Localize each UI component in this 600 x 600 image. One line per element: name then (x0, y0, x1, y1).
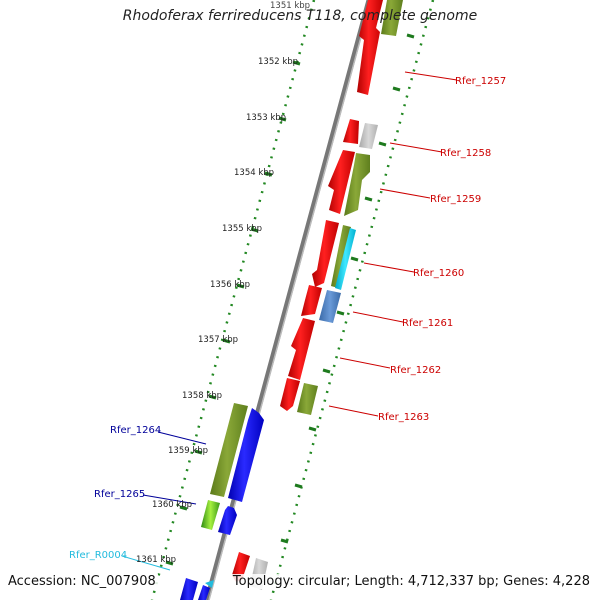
outer-dotted-guide (269, 0, 435, 600)
gene-feature[interactable] (198, 585, 210, 600)
gene-labels: Rfer_1257 Rfer_1258 Rfer_1259 Rfer_1260 Rfer… (69, 76, 506, 561)
scale-tick-label: 1353 kbp (246, 113, 286, 123)
scale-tick-label: 1360 kbp (152, 500, 192, 510)
forward-genes (280, 0, 403, 415)
genome-title: Rhodoferax ferrireducens T118, complete … (122, 8, 478, 24)
gene-feature[interactable] (312, 220, 339, 287)
gene-feature[interactable] (359, 123, 378, 149)
gene-feature[interactable] (331, 225, 351, 288)
gene-feature[interactable] (297, 383, 318, 415)
gene-feature[interactable] (218, 506, 237, 535)
gene-feature[interactable] (319, 290, 341, 323)
gene-label-rfer_1257[interactable]: Rfer_1257 (455, 76, 506, 87)
reverse-genes (180, 403, 268, 600)
gene-label-rfer_1261[interactable]: Rfer_1261 (402, 318, 453, 329)
gene-label-rfer_1264[interactable]: Rfer_1264 (110, 425, 161, 436)
gene-feature[interactable] (228, 408, 264, 502)
gene-feature[interactable] (357, 0, 383, 95)
genome-backbone (204, 0, 372, 600)
gene-feature[interactable] (201, 500, 220, 530)
scale-tick-label: 1355 kbp (222, 224, 262, 234)
gene-feature[interactable] (344, 153, 370, 216)
gene-feature[interactable] (210, 403, 248, 497)
gene-feature[interactable] (280, 378, 300, 411)
scale-tick-label: 1357 kbp (198, 335, 238, 345)
gene-feature[interactable] (301, 285, 322, 316)
gene-feature[interactable] (328, 150, 355, 214)
gene-label-rfer_1265[interactable]: Rfer_1265 (94, 489, 145, 500)
gene-label-rfer_1260[interactable]: Rfer_1260 (413, 268, 464, 279)
gene-label-rfer_1258[interactable]: Rfer_1258 (440, 148, 491, 159)
scale-labels: 1351 kbp 1352 kbp 1353 kbp 1354 kbp 1355 kbp… (136, 1, 310, 565)
scale-tick-label: 1358 kbp (182, 391, 222, 401)
scale-tick-label: 1361 kbp (136, 555, 176, 565)
gene-feature[interactable] (381, 0, 403, 36)
scale-tick-label: 1354 kbp (234, 168, 274, 178)
scale-tick-label: 1356 kbp (210, 280, 250, 290)
leader-lines (121, 71, 458, 571)
gene-label-rfer_1263[interactable]: Rfer_1263 (378, 412, 429, 423)
gene-label-rfer_1262[interactable]: Rfer_1262 (390, 365, 441, 376)
gene-feature[interactable] (343, 119, 359, 144)
scale-ticks (165, 60, 301, 566)
scale-tick-label: 1352 kbp (258, 57, 298, 67)
gene-label-rfer_r0004[interactable]: Rfer_R0004 (69, 550, 127, 561)
outer-ticks (280, 33, 415, 544)
accession-text: Accession: NC_007908 (6, 574, 158, 589)
gene-feature[interactable] (205, 580, 214, 588)
gene-label-rfer_1259[interactable]: Rfer_1259 (430, 194, 481, 205)
gene-feature[interactable] (288, 318, 315, 380)
gene-feature[interactable] (180, 578, 198, 600)
scale-tick-label: 1359 kbp (168, 446, 208, 456)
scale-tick-label: 1351 kbp (270, 1, 310, 11)
topology-summary: Topology: circular; Length: 4,712,337 bp… (230, 574, 592, 589)
gene-feature[interactable] (335, 228, 356, 290)
